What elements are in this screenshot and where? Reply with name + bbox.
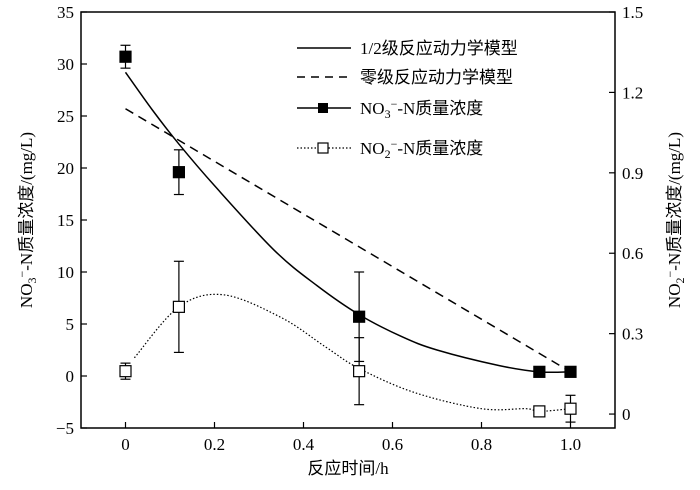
x-tick-label: 0.8 — [471, 435, 492, 454]
no2-data-point — [172, 300, 185, 313]
half-order-model-line — [124, 71, 571, 374]
y-left-tick-label: 30 — [57, 55, 74, 74]
legend: 1/2级反应动力学模型 零级反应动力学模型 NO3−-N质量浓度 NO2−-N质… — [297, 39, 518, 161]
y-left-tick-label: 25 — [57, 107, 74, 126]
zero-order-model-line — [125, 108, 571, 373]
no2-data-point — [533, 405, 546, 418]
legend-label-zero-order: 零级反应动力学模型 — [360, 68, 513, 87]
x-axis-label: 反应时间/h — [307, 459, 389, 478]
x-tick-label: 0.4 — [293, 435, 315, 454]
legend-marker-no3 — [318, 103, 328, 113]
x-tick-label: 1.0 — [560, 435, 581, 454]
legend-marker-no2 — [317, 142, 329, 154]
no2-data-point — [119, 365, 132, 378]
no3-data-point — [353, 310, 366, 323]
no3-data-point — [564, 365, 577, 378]
y-left-tick-label: 0 — [66, 367, 75, 386]
no2-data-point — [564, 402, 577, 415]
x-tick-label: 0.2 — [204, 435, 225, 454]
legend-label-no2: NO2−-N质量浓度 — [360, 137, 483, 161]
y-left-tick-label: −5 — [56, 419, 74, 438]
y-right-tick-label: 0.9 — [622, 164, 643, 183]
y-left-tick-label: 5 — [66, 315, 75, 334]
y-left-tick-label: 15 — [57, 211, 74, 230]
no3-data-point — [172, 166, 185, 179]
legend-label-no3: NO3−-N质量浓度 — [360, 97, 483, 121]
y-right-tick-label: 0.3 — [622, 325, 643, 344]
no3-data-point — [119, 50, 132, 63]
plot-frame — [80, 11, 616, 429]
y-right-tick-label: 1.5 — [622, 3, 643, 22]
y-left-tick-label: 10 — [57, 263, 74, 282]
y-axis-right-label: NO2−-N质量浓度/(mg/L) — [663, 132, 687, 308]
y-left-tick-label: 35 — [57, 3, 74, 22]
x-tick-label: 0 — [121, 435, 130, 454]
no2-data-point — [353, 365, 366, 378]
y-right-tick-label: 0 — [622, 405, 631, 424]
no3-data-point — [533, 365, 546, 378]
y-left-tick-label: 20 — [57, 159, 74, 178]
y-axis-left-label: NO3−-N质量浓度/(mg/L) — [15, 132, 39, 308]
y-right-tick-label: 1.2 — [622, 83, 643, 102]
y-right-tick-label: 0.6 — [622, 244, 643, 263]
legend-label-half-order: 1/2级反应动力学模型 — [360, 39, 518, 58]
x-tick-label: 0.6 — [382, 435, 403, 454]
no2-dotted-curve — [133, 293, 571, 412]
